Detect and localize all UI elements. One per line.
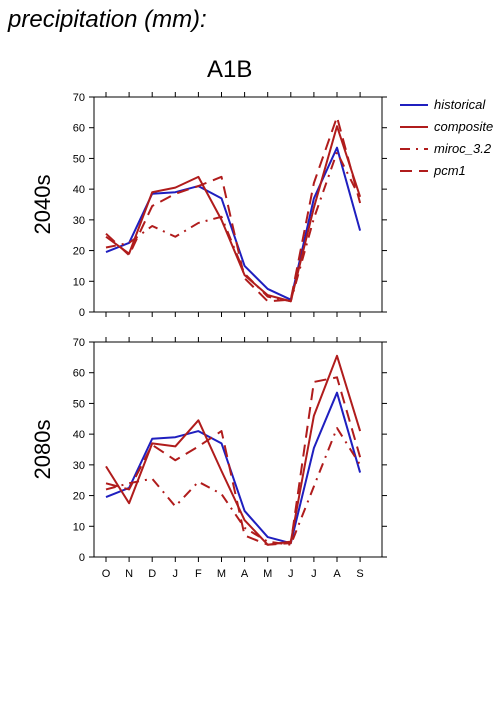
- legend-label-pcm1: pcm1: [433, 163, 466, 178]
- panel-frame-2080s: [93, 341, 383, 558]
- legend-label-composite: composite: [434, 119, 493, 134]
- series-line-pcm1: [105, 376, 362, 546]
- x-tick-label: O: [102, 568, 111, 580]
- series-line-composite: [105, 125, 362, 303]
- y-tick-label: 60: [73, 123, 85, 135]
- y-tick-label: 60: [73, 368, 85, 380]
- x-tick-label: N: [125, 568, 133, 580]
- y-tick-label: 70: [73, 92, 85, 104]
- series-line-pcm1: [105, 115, 362, 303]
- x-tick-label: J: [288, 568, 294, 580]
- panel-label-2040s: 2040s: [30, 175, 55, 235]
- series-line-composite: [105, 354, 362, 546]
- page-title: precipitation (mm):: [8, 6, 207, 33]
- y-tick-label: 0: [79, 552, 85, 564]
- y-tick-label: 20: [73, 491, 85, 503]
- x-tick-label: M: [263, 568, 272, 580]
- y-tick-label: 30: [73, 215, 85, 227]
- panel-frame-2040s: [93, 96, 383, 313]
- y-tick-label: 50: [73, 398, 85, 410]
- y-tick-label: 40: [73, 184, 85, 196]
- y-tick-label: 10: [73, 276, 85, 288]
- y-tick-label: 50: [73, 153, 85, 165]
- y-tick-label: 20: [73, 246, 85, 258]
- y-tick-label: 10: [73, 521, 85, 533]
- panel-label-2080s: 2080s: [30, 420, 55, 480]
- x-tick-label: J: [311, 568, 317, 580]
- scenario-title: A1B: [207, 56, 253, 83]
- series-line-miroc_3.2: [105, 151, 361, 303]
- x-tick-label: F: [195, 568, 202, 580]
- y-tick-label: 0: [79, 307, 85, 319]
- x-tick-label: A: [241, 568, 249, 580]
- legend-label-miroc_3.2: miroc_3.2: [434, 141, 492, 156]
- series-line-historical: [105, 391, 362, 545]
- y-tick-label: 30: [73, 460, 85, 472]
- x-tick-label: J: [173, 568, 179, 580]
- y-tick-label: 70: [73, 337, 85, 349]
- legend-label-historical: historical: [434, 97, 486, 112]
- x-tick-label: S: [356, 568, 363, 580]
- x-tick-label: M: [217, 568, 226, 580]
- x-tick-label: A: [333, 568, 341, 580]
- y-tick-label: 40: [73, 429, 85, 441]
- x-tick-label: D: [148, 568, 156, 580]
